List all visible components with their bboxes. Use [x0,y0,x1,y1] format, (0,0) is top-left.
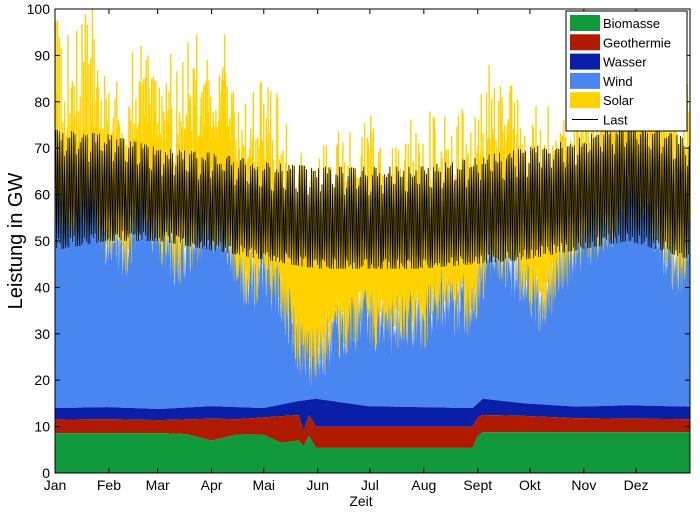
series-wind [55,162,690,409]
series-biomasse [55,432,690,473]
x-tick-label: Apr [201,477,223,493]
legend-swatch [570,92,600,109]
series-last [55,120,690,269]
y-tick-label: 0 [42,465,50,481]
y-tick-label: 50 [34,233,50,249]
x-tick-label: Jul [361,477,379,493]
x-tick-label: Nov [571,477,596,493]
x-tick-label: Sept [463,477,492,493]
y-tick-label: 70 [34,140,50,156]
y-tick-label: 90 [34,47,50,63]
y-tick-label: 20 [34,372,50,388]
x-axis: Jan Feb Mar Apr Mai Jun Jul Aug Sept Okt Nov Dez [44,9,649,493]
series-wasser [55,398,690,432]
x-tick-label: Jun [306,477,329,493]
legend-label: Wasser [603,55,647,70]
y-axis: 0 10 20 30 40 50 60 70 80 90 100 [27,1,690,481]
series-geothermie [55,415,690,448]
y-tick-label: 40 [34,279,50,295]
y-tick-label: 60 [34,187,50,203]
x-tick-label: Okt [519,477,541,493]
x-axis-label: Zeit [349,493,372,509]
plot-area [55,9,690,473]
legend-swatch [570,15,600,31]
x-tick-label: Dez [624,477,649,493]
legend-label: Wind [603,74,633,89]
y-tick-label: 10 [34,419,50,435]
x-tick-label: Mai [252,477,275,493]
y-tick-label: 80 [34,94,50,110]
legend-swatch [570,72,600,89]
x-tick-label: Mar [146,477,170,493]
y-tick-label: 30 [34,326,50,342]
x-tick-label: Aug [411,477,436,493]
legend-swatch [570,34,600,51]
legend-label: Geothermie [603,35,671,50]
legend: Biomasse Geothermie Wasser Wind Solar Last [565,10,688,132]
x-tick-label: Feb [97,477,121,493]
y-tick-label: 100 [27,1,51,17]
x-tick-label: Jan [44,477,67,493]
legend-label: Last [603,113,628,128]
legend-swatch [570,53,600,70]
legend-label: Biomasse [603,16,660,31]
legend-label: Solar [603,93,634,108]
y-axis-label: Leistung in GW [5,173,27,310]
